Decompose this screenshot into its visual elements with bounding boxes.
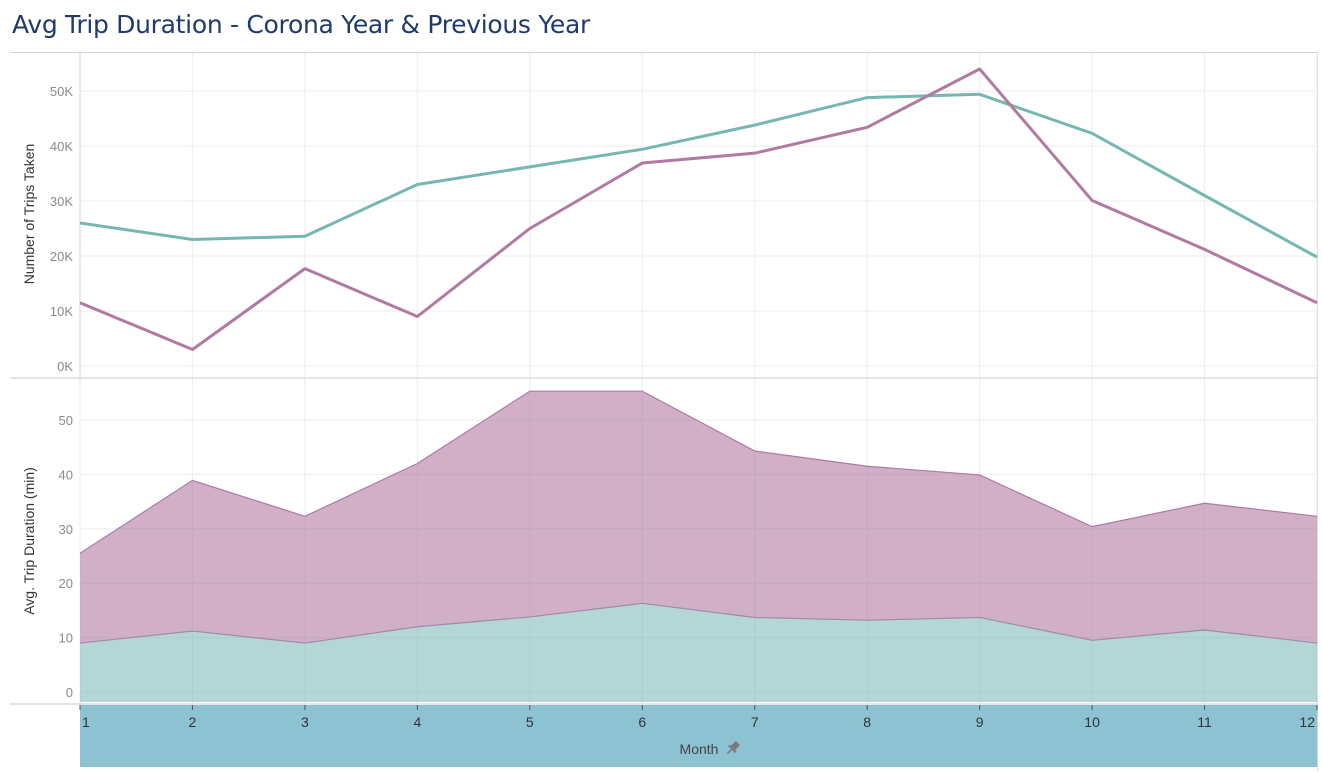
x-tick-label: 12 xyxy=(1299,714,1315,730)
top-y-tick-label: 40K xyxy=(50,139,73,154)
x-tick-label: 8 xyxy=(863,714,871,730)
top-y-tick-label: 0K xyxy=(57,359,73,374)
pin-icon[interactable] xyxy=(724,740,742,758)
x-tick-label: 1 xyxy=(82,714,90,730)
bottom-panel-areas xyxy=(79,390,1318,702)
bottom-y-tick-label: 30 xyxy=(59,522,73,537)
top-y-tick-label: 10K xyxy=(50,304,73,319)
purple-area-edge xyxy=(79,390,1318,554)
x-axis-header-band xyxy=(80,705,1317,767)
teal-area xyxy=(80,603,1317,702)
bottom-panel-y-ticks: 0 10 20 30 40 50 xyxy=(59,413,73,700)
x-tick-label: 9 xyxy=(976,714,984,730)
bottom-y-tick-label: 0 xyxy=(66,685,73,700)
bottom-y-tick-label: 50 xyxy=(59,413,73,428)
top-panel-lines xyxy=(79,67,1318,351)
x-axis-ticks: 1 2 3 4 5 6 7 8 9 10 11 12 xyxy=(79,705,1318,730)
teal-area-edge xyxy=(79,602,1318,644)
x-tick-label: 6 xyxy=(638,714,646,730)
x-tick-label: 10 xyxy=(1084,714,1100,730)
x-tick-label: 3 xyxy=(301,714,309,730)
top-y-axis-label: Number of Trips Taken xyxy=(21,144,37,285)
bottom-y-axis-label: Avg. Trip Duration (min) xyxy=(21,467,37,615)
chart-title: Avg Trip Duration - Corona Year & Previo… xyxy=(12,10,591,39)
x-axis-label: Month xyxy=(680,741,719,757)
x-tick-label: 2 xyxy=(189,714,197,730)
x-tick-label: 7 xyxy=(751,714,759,730)
top-panel-y-ticks: 0K 10K 20K 30K 40K 50K xyxy=(50,84,73,374)
top-y-tick-label: 50K xyxy=(50,84,73,99)
bottom-y-tick-label: 40 xyxy=(59,467,73,482)
bottom-y-tick-label: 20 xyxy=(59,576,73,591)
x-tick-label: 5 xyxy=(526,714,534,730)
top-panel-grid xyxy=(79,53,1318,704)
top-y-tick-label: 30K xyxy=(50,194,73,209)
teal-trips-line xyxy=(79,92,1318,259)
bottom-y-tick-label: 10 xyxy=(59,631,73,646)
purple-area xyxy=(80,391,1317,644)
x-tick-label: 4 xyxy=(413,714,421,730)
top-y-tick-label: 20K xyxy=(50,249,73,264)
x-tick-label: 11 xyxy=(1197,714,1212,730)
purple-trips-line xyxy=(79,67,1318,351)
